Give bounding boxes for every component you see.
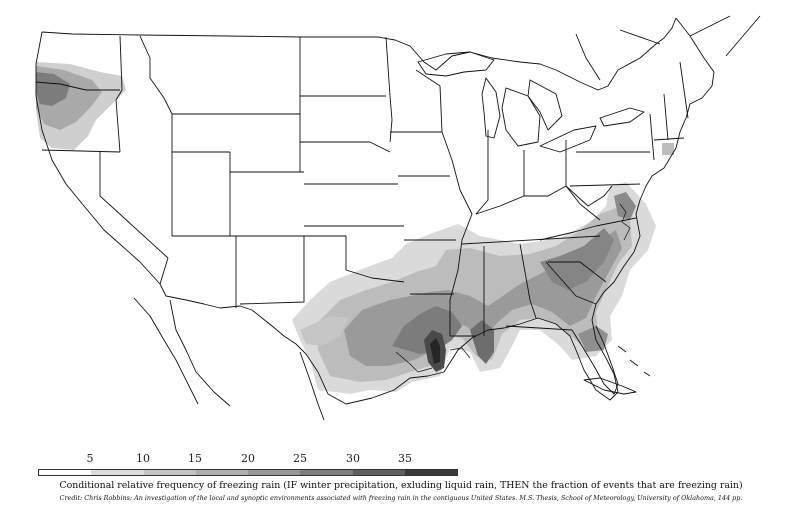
legend-swatch-4 [248,470,301,475]
boundary-ny-ne [649,113,655,161]
shade-la-core [430,338,440,364]
cuba [583,377,637,395]
boundary-tn-nc [539,225,597,241]
freezing-rain-map [35,15,761,421]
mexico-coast [133,297,325,421]
boundary-al-ga [519,243,537,319]
boundary-ga-fl [505,325,573,331]
state-boundaries [35,15,761,421]
legend-color-bar [38,469,458,476]
boundary-ca-nv [99,152,169,259]
bahamas [617,345,651,377]
shade-ms-dark [470,320,494,364]
boundary-id-wy [171,114,230,153]
legend-tick-25: 25 [293,452,307,465]
shade-va-dark [614,192,636,220]
shade-carolina-dark [540,228,614,290]
boundary-nc-sc [548,261,607,283]
shade-fl-dark [578,326,608,352]
boundary-pa-s [569,183,641,187]
lake-erie [539,125,597,153]
boundary-ky-tn [461,235,601,245]
coastal-detail [395,203,631,373]
boundary-wa-or [35,81,120,91]
legend-tick-5: 5 [86,452,94,465]
boundary-or-ca [41,149,121,153]
boundary-me [679,61,689,119]
canada-lines [575,15,761,81]
michigan-lp [501,87,541,147]
florida [571,325,619,395]
legend-tick-35: 35 [398,452,412,465]
lake-michigan [481,77,501,139]
legend-swatch-5 [300,470,353,475]
shade-south-darker [392,306,462,354]
color-scale-legend: 5 10 15 20 25 30 35 [38,452,458,476]
boundary-nm-tx [239,236,305,305]
boundary-ky-n [475,185,601,221]
boundary-vt-nh [663,93,669,141]
boundary-mo-e [441,131,473,336]
shade-west-tx [300,316,348,346]
lake-huron [527,79,563,131]
lake-ontario [599,107,645,127]
boundary-va-nc [595,217,637,227]
shade-pnw-inner [36,72,70,106]
legend-tick-15: 15 [188,452,202,465]
legend-swatch-6 [352,470,405,475]
map-credit: Credit: Chris Robbins: An investigation … [59,494,743,502]
legend-swatch-7 [404,470,457,475]
boundary-va-wv [565,185,613,207]
boundary-nd-mn [385,36,393,143]
boundary-id-w [115,35,123,153]
legend-swatch-3 [195,470,248,475]
boundary-id-mt [139,35,206,115]
boundary-ma [653,137,685,141]
legend-swatch-2 [143,470,196,475]
boundary-wy-co [229,152,304,173]
boundary-il-in [475,130,489,215]
legend-swatch-1 [91,470,144,475]
boundary-az-ca [159,257,169,285]
shade-ne-patch [662,143,674,155]
boundary-sd-ne [300,141,391,153]
legend-tick-10: 10 [136,452,150,465]
boundary-wi-mi [415,69,443,133]
frequency-shading [36,62,674,394]
legend-tick-20: 20 [241,452,255,465]
legend-swatch-0 [39,470,92,475]
boundary-ga-sc [545,261,597,305]
legend-tick-30: 30 [346,452,360,465]
boundary-ok-tx [304,235,405,283]
lake-superior [417,51,495,77]
map-caption: Conditional relative frequency of freezi… [59,480,743,491]
